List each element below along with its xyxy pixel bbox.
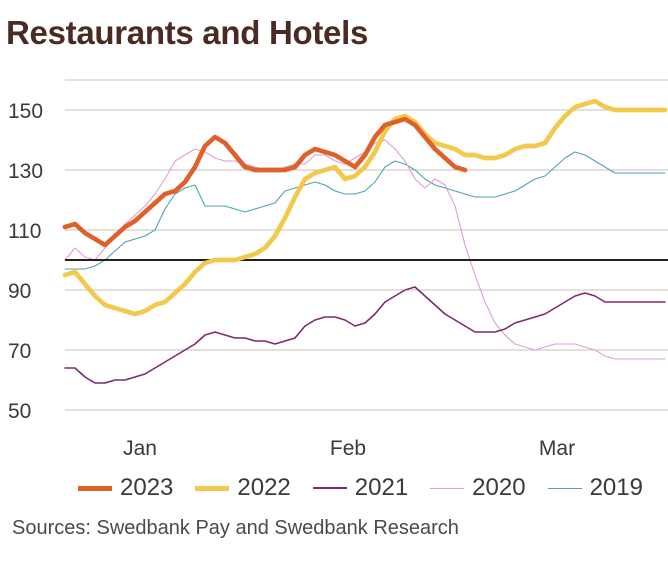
legend-swatch-2021 bbox=[312, 487, 347, 489]
legend-swatch-2022 bbox=[195, 485, 230, 491]
y-tick-label-130: 130 bbox=[8, 160, 43, 183]
legend-label-2023: 2023 bbox=[120, 474, 174, 501]
y-tick-label-150: 150 bbox=[8, 100, 43, 123]
legend-item-2019: 2019 bbox=[547, 474, 643, 502]
source-note: Sources: Swedbank Pay and Swedbank Resea… bbox=[12, 517, 459, 539]
legend-item-2021: 2021 bbox=[312, 474, 409, 502]
y-tick-label-70: 70 bbox=[8, 340, 31, 363]
y-tick-label-90: 90 bbox=[8, 280, 31, 303]
legend-item-2022: 2022 bbox=[195, 474, 291, 502]
line-chart: 50 70 90 110 130 150 Jan Feb Mar bbox=[8, 79, 668, 460]
x-tick-label-mar: Mar bbox=[539, 437, 575, 460]
legend-item-2023: 2023 bbox=[78, 474, 173, 502]
legend-label-2020: 2020 bbox=[472, 474, 526, 501]
legend-label-2021: 2021 bbox=[354, 474, 409, 501]
x-tick-label-feb: Feb bbox=[330, 437, 366, 460]
series-line-2019 bbox=[64, 151, 666, 270]
y-tick-label-110: 110 bbox=[8, 220, 41, 243]
series-line-2021 bbox=[64, 286, 666, 384]
legend-swatch-2020 bbox=[430, 487, 465, 489]
legend-swatch-2019 bbox=[547, 487, 582, 489]
x-tick-label-jan: Jan bbox=[123, 437, 157, 460]
legend-label-2022: 2022 bbox=[237, 474, 291, 501]
legend-label-2019: 2019 bbox=[589, 474, 643, 501]
chart-title: Restaurants and Hotels bbox=[6, 14, 368, 51]
series-line-2022-top bbox=[62, 98, 668, 317]
series-line-2023-top bbox=[62, 116, 468, 248]
legend-swatch-2023 bbox=[78, 485, 112, 491]
series-line-2022 bbox=[62, 98, 668, 317]
legend-item-2020: 2020 bbox=[430, 474, 526, 502]
series-line-2020 bbox=[64, 139, 666, 360]
y-tick-label-50: 50 bbox=[8, 400, 31, 423]
legend: 2023 2022 2021 2020 2019 bbox=[78, 474, 665, 502]
